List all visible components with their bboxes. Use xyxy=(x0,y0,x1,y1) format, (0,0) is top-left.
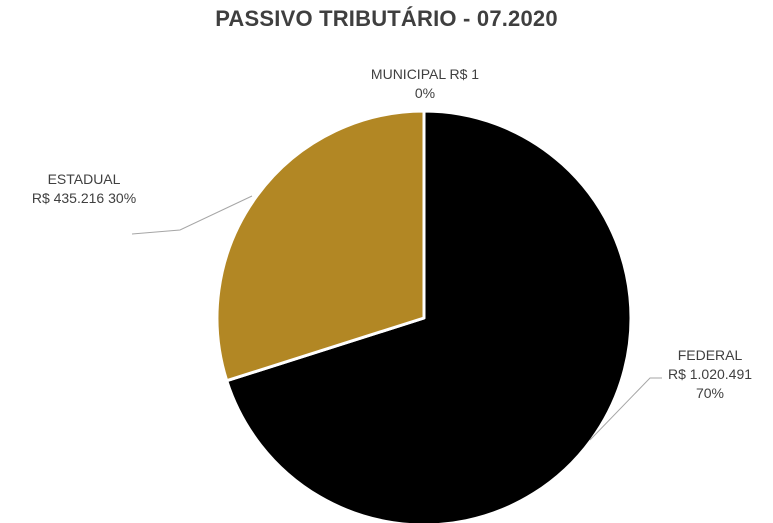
slice-name-estadual: ESTADUAL xyxy=(47,171,121,187)
pie-slice-estadual xyxy=(215,109,426,383)
data-label-municipal: MUNICIPAL R$ 1 0% xyxy=(350,65,500,103)
slice-value-estadual: R$ 435.216 xyxy=(31,190,105,206)
slice-value-municipal: R$ 1 xyxy=(449,66,480,82)
slice-name-municipal: MUNICIPAL xyxy=(370,66,446,82)
slice-percent-municipal: 0% xyxy=(414,85,436,101)
slice-percent-estadual: 30% xyxy=(108,190,137,206)
leader-line-federal xyxy=(589,377,662,441)
slice-value-federal: R$ 1.020.491 xyxy=(667,366,753,382)
chart-title: PASSIVO TRIBUTÁRIO - 07.2020 xyxy=(215,6,558,31)
slice-percent-federal: 70% xyxy=(695,385,725,401)
leader-line-estadual xyxy=(131,195,253,235)
data-label-federal: FEDERAL R$ 1.020.491 70% xyxy=(660,346,760,403)
data-label-estadual: ESTADUAL R$ 435.216 30% xyxy=(14,170,154,208)
pie-slice-federal xyxy=(225,109,633,523)
slice-name-federal: FEDERAL xyxy=(677,347,743,363)
